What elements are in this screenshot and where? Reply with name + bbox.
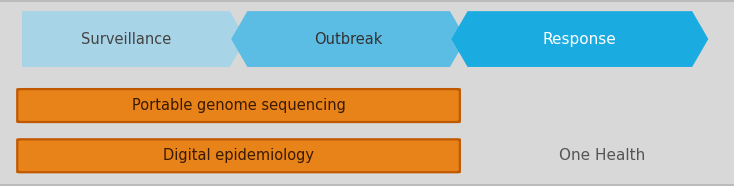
Polygon shape (451, 11, 708, 67)
Polygon shape (231, 11, 466, 67)
FancyBboxPatch shape (16, 138, 461, 173)
Text: Portable genome sequencing: Portable genome sequencing (131, 98, 346, 113)
Text: Surveillance: Surveillance (81, 32, 171, 46)
FancyBboxPatch shape (18, 90, 459, 121)
Text: One Health: One Health (559, 148, 645, 163)
FancyBboxPatch shape (18, 140, 459, 171)
Text: Outbreak: Outbreak (314, 32, 383, 46)
Text: Digital epidemiology: Digital epidemiology (163, 148, 314, 163)
Text: Response: Response (543, 32, 617, 46)
Polygon shape (22, 11, 246, 67)
FancyBboxPatch shape (16, 88, 461, 123)
